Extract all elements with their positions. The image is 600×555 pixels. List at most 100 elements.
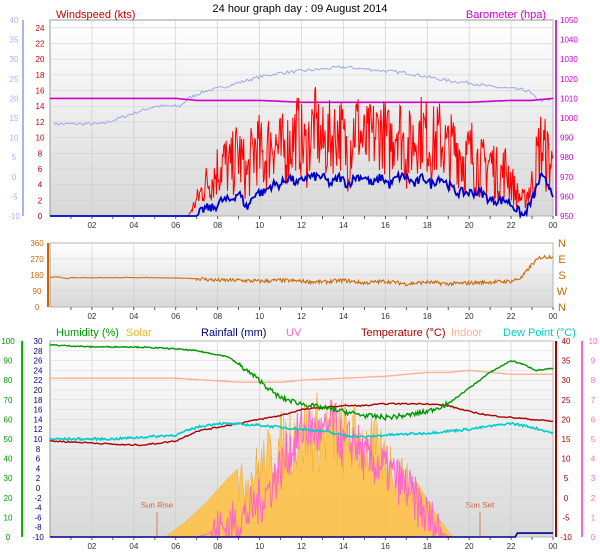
barometer-tick-label: 950 <box>560 212 574 221</box>
barometer-axis-label: Barometer (hpa) <box>466 9 546 21</box>
outer-left-tick-label: 30 <box>10 55 19 64</box>
outer-left-tick-label: -5 <box>10 192 18 201</box>
barometer-tick-label: 1050 <box>560 16 578 25</box>
outer-left-tick-label: -10 <box>8 212 20 221</box>
barometer-tick-label: 1040 <box>560 36 578 45</box>
inner-left-tick-label: -8 <box>34 523 42 532</box>
humidity-tick-label: 70 <box>4 396 13 405</box>
sun-annotations: Sun Rise Sun Set <box>141 501 495 537</box>
inner-left-tick-label: 16 <box>34 406 43 415</box>
windspeed-tick-label: 24 <box>36 24 45 33</box>
x-tick-label: 00 <box>549 312 558 321</box>
x-tick-label: 22 <box>507 312 516 321</box>
temperature-tick-label: 20 <box>562 415 571 424</box>
x-tick-label: 02 <box>87 221 96 230</box>
inner-left-tick-label: -6 <box>34 513 42 522</box>
series-line-dewpoint <box>50 421 554 442</box>
barometer-tick-label: 960 <box>560 192 574 201</box>
windspeed-tick-label: 18 <box>36 71 45 80</box>
uv-tick-label: 5 <box>591 435 596 444</box>
inner-left-tick-label: 0 <box>36 484 41 493</box>
windspeed-tick-label: 16 <box>36 87 45 96</box>
sunrise-label: Sun Rise <box>141 501 174 510</box>
inner-left-tick-label: 18 <box>34 396 43 405</box>
x-tick-label: 20 <box>465 221 474 230</box>
direction-tick-label: 360 <box>30 239 44 248</box>
humidity-tick-label: 10 <box>4 513 13 522</box>
inner-left-tick-label: 20 <box>34 386 43 395</box>
windspeed-tick-label: 2 <box>38 196 43 205</box>
x-tick-label: 10 <box>255 542 264 551</box>
outer-left-tick-label: 25 <box>10 75 19 84</box>
windspeed-tick-label: 8 <box>38 149 43 158</box>
outer-left-tick-label: 10 <box>10 134 19 143</box>
x-tick-label: 10 <box>255 221 264 230</box>
barometer-tick-label: 1000 <box>560 114 578 123</box>
legend-uv: UV <box>286 327 302 339</box>
series-line-barometer <box>50 97 554 104</box>
x-tick-label: 14 <box>339 312 348 321</box>
temperature-tick-label: 30 <box>562 376 571 385</box>
uv-tick-label: 10 <box>589 337 598 346</box>
inner-left-tick-label: -4 <box>34 504 42 513</box>
series-line-humidity <box>49 343 554 421</box>
windspeed-tick-label: 6 <box>38 165 43 174</box>
x-tick-label: 00 <box>549 542 558 551</box>
series-line-indoor <box>50 369 553 383</box>
outer-left-tick-label: 15 <box>10 114 19 123</box>
inner-left-tick-label: -2 <box>34 494 42 503</box>
legend-indoor: Indoor <box>451 327 483 339</box>
inner-left-tick-label: 10 <box>34 435 43 444</box>
temperature-tick-label: 0 <box>564 494 569 503</box>
compass-tick-label: N <box>558 302 566 314</box>
x-tick-label: 08 <box>213 542 222 551</box>
compass-tick-label: S <box>558 270 565 282</box>
uv-tick-label: 4 <box>591 455 596 464</box>
inner-left-tick-label: 24 <box>34 366 43 375</box>
direction-tick-label: 180 <box>30 271 44 280</box>
uv-tick-label: 6 <box>591 415 596 424</box>
windspeed-axis-label: Windspeed (kts) <box>56 9 135 21</box>
x-tick-label: 04 <box>129 312 138 321</box>
legend-solar: Solar <box>126 327 152 339</box>
temperature-tick-label: 15 <box>562 435 571 444</box>
legend-humidity: Humidity (%) <box>56 327 119 339</box>
uv-tick-label: 3 <box>591 474 596 483</box>
humidity-tick-label: 100 <box>1 337 15 346</box>
temperature-tick-label: 35 <box>562 357 571 366</box>
legend-temperature: Temperature (°C) <box>361 327 445 339</box>
x-tick-label: 14 <box>339 221 348 230</box>
page-title: 24 hour graph day : 09 August 2014 <box>213 3 388 15</box>
humidity-tick-label: 90 <box>4 357 13 366</box>
outer-left-tick-label: 35 <box>10 36 19 45</box>
humidity-tick-label: 40 <box>4 455 13 464</box>
temperature-tick-label: 10 <box>562 455 571 464</box>
uv-tick-label: 8 <box>591 376 596 385</box>
humidity-tick-label: 20 <box>4 494 13 503</box>
x-tick-label: 06 <box>171 221 180 230</box>
barometer-tick-label: 980 <box>560 153 574 162</box>
inner-left-tick-label: 28 <box>34 347 43 356</box>
series-line-outer <box>53 65 551 127</box>
x-tick-label: 10 <box>255 312 264 321</box>
windspeed-tick-label: 20 <box>36 55 45 64</box>
x-tick-label: 20 <box>465 312 474 321</box>
x-tick-label: 06 <box>171 542 180 551</box>
x-tick-label: 12 <box>297 221 306 230</box>
compass-tick-label: E <box>558 254 565 266</box>
sunset-label: Sun Set <box>466 501 495 510</box>
inner-left-tick-label: 30 <box>34 337 43 346</box>
uv-tick-label: 1 <box>591 513 596 522</box>
uv-tick-label: 7 <box>591 396 596 405</box>
compass-tick-label: N <box>558 238 566 250</box>
barometer-tick-label: 1020 <box>560 75 578 84</box>
inner-left-tick-label: 8 <box>36 445 41 454</box>
temperature-tick-label: -5 <box>562 513 570 522</box>
x-tick-label: 22 <box>507 542 516 551</box>
humidity-tick-label: 30 <box>4 474 13 483</box>
x-tick-label: 22 <box>507 221 516 230</box>
humidity-tick-label: 80 <box>4 376 13 385</box>
windspeed-tick-label: 4 <box>38 181 43 190</box>
x-tick-label: 02 <box>87 542 96 551</box>
